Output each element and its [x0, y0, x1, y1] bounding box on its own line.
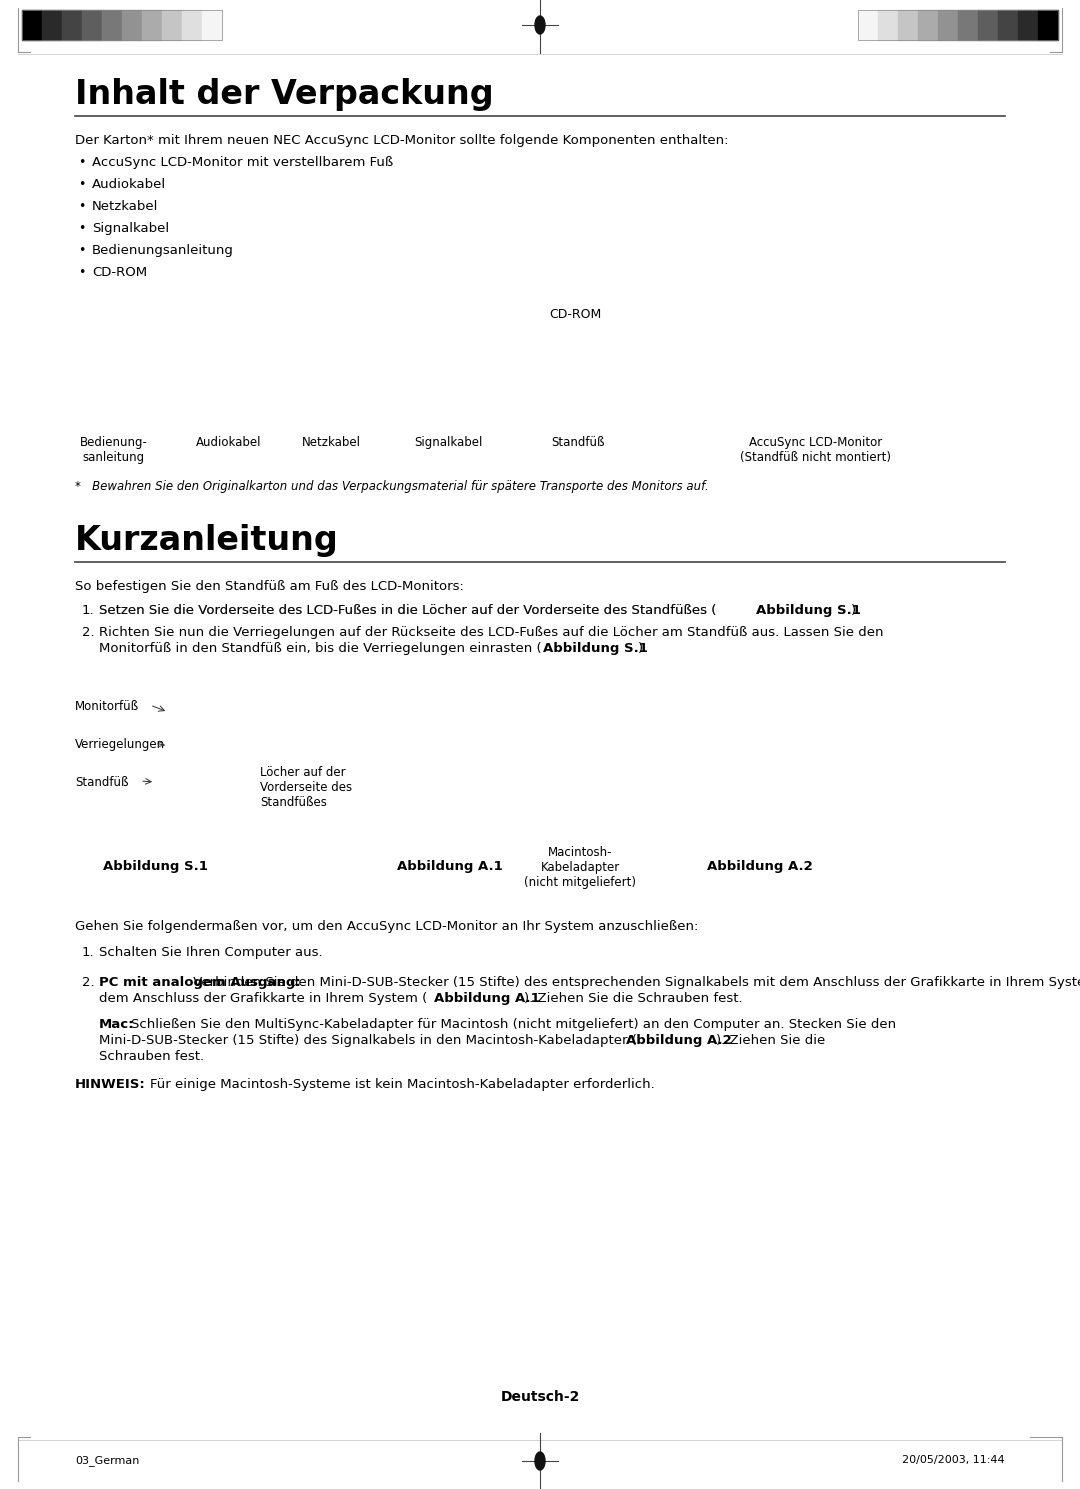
Bar: [42, 10, 62, 40]
Text: Abbildung A.2: Abbildung A.2: [707, 861, 813, 873]
Text: Macintosh-
Kabeladapter
(nicht mitgeliefert): Macintosh- Kabeladapter (nicht mitgelief…: [524, 846, 636, 889]
Text: •: •: [78, 179, 85, 191]
Bar: [1038, 10, 1058, 40]
Bar: [162, 10, 183, 40]
Text: Bedienungsanleitung: Bedienungsanleitung: [92, 244, 234, 258]
Bar: [122, 10, 141, 40]
Text: Löcher auf der
Vorderseite des
Standfüßes: Löcher auf der Vorderseite des Standfüße…: [260, 765, 352, 809]
Bar: [998, 10, 1018, 40]
Text: ).: ).: [851, 605, 861, 616]
Text: Verbinden Sie den Mini-D-SUB-Stecker (15 Stifte) des entsprechenden Signalkabels: Verbinden Sie den Mini-D-SUB-Stecker (15…: [189, 975, 1080, 989]
Bar: [141, 10, 162, 40]
Bar: [1018, 10, 1038, 40]
Bar: [958, 10, 978, 40]
Text: Abbildung A.1: Abbildung A.1: [397, 861, 503, 873]
Text: Standfüß: Standfüß: [551, 436, 605, 450]
Text: Audiokabel: Audiokabel: [92, 179, 166, 191]
Text: Monitorfüß: Monitorfüß: [75, 700, 139, 713]
Text: Abbildung A.1: Abbildung A.1: [434, 992, 540, 1005]
Text: Verriegelungen: Verriegelungen: [75, 739, 165, 750]
Text: 20/05/2003, 11:44: 20/05/2003, 11:44: [903, 1455, 1005, 1465]
Ellipse shape: [535, 1452, 545, 1470]
Text: Bedienung-
sanleitung: Bedienung- sanleitung: [80, 436, 147, 465]
Bar: [897, 10, 918, 40]
Text: 2: 2: [537, 1455, 543, 1465]
Text: ).: ).: [638, 642, 647, 655]
Text: 03_German: 03_German: [75, 1455, 139, 1465]
Text: Abbildung S.1: Abbildung S.1: [756, 605, 861, 616]
Text: AccuSync LCD-Monitor
(Standfüß nicht montiert): AccuSync LCD-Monitor (Standfüß nicht mon…: [740, 436, 891, 465]
Text: HINWEIS:: HINWEIS:: [75, 1078, 146, 1091]
Text: •: •: [78, 267, 85, 278]
Text: 2.: 2.: [82, 625, 95, 639]
Text: dem Anschluss der Grafikkarte in Ihrem System (: dem Anschluss der Grafikkarte in Ihrem S…: [99, 992, 428, 1005]
Bar: [878, 10, 897, 40]
Bar: [858, 10, 878, 40]
Bar: [918, 10, 939, 40]
Text: Signalkabel: Signalkabel: [414, 436, 483, 450]
Text: Netzkabel: Netzkabel: [92, 200, 159, 213]
Text: 1.: 1.: [82, 946, 95, 959]
Text: Schrauben fest.: Schrauben fest.: [99, 1050, 204, 1063]
Bar: [102, 10, 122, 40]
Text: 1.: 1.: [82, 605, 95, 616]
Text: Der Karton* mit Ihrem neuen NEC AccuSync LCD-Monitor sollte folgende Komponenten: Der Karton* mit Ihrem neuen NEC AccuSync…: [75, 134, 729, 147]
Text: •: •: [78, 156, 85, 168]
Text: AccuSync LCD-Monitor mit verstellbarem Fuß: AccuSync LCD-Monitor mit verstellbarem F…: [92, 156, 393, 168]
Text: •: •: [78, 200, 85, 213]
Text: Netzkabel: Netzkabel: [302, 436, 361, 450]
Bar: [22, 10, 42, 40]
Text: 2.: 2.: [82, 975, 95, 989]
Text: Schalten Sie Ihren Computer aus.: Schalten Sie Ihren Computer aus.: [99, 946, 323, 959]
Text: CD-ROM: CD-ROM: [549, 308, 602, 322]
Text: Standfüß: Standfüß: [75, 776, 129, 789]
Text: •: •: [78, 222, 85, 235]
Text: Signalkabel: Signalkabel: [92, 222, 170, 235]
Bar: [202, 10, 222, 40]
Text: Mac:: Mac:: [99, 1018, 135, 1030]
Text: So befestigen Sie den Standfüß am Fuß des LCD-Monitors:: So befestigen Sie den Standfüß am Fuß de…: [75, 581, 464, 593]
Text: Schließen Sie den MultiSync-Kabeladapter für Macintosh (nicht mitgeliefert) an d: Schließen Sie den MultiSync-Kabeladapter…: [131, 1018, 896, 1030]
Bar: [183, 10, 202, 40]
Text: PC mit analogem Ausgang:: PC mit analogem Ausgang:: [99, 975, 300, 989]
Text: Mini-D-SUB-Stecker (15 Stifte) des Signalkabels in den Macintosh-Kabeladapter (: Mini-D-SUB-Stecker (15 Stifte) des Signa…: [99, 1033, 637, 1047]
Text: Gehen Sie folgendermaßen vor, um den AccuSync LCD-Monitor an Ihr System anzuschl: Gehen Sie folgendermaßen vor, um den Acc…: [75, 920, 699, 934]
Text: Setzen Sie die Vorderseite des LCD-Fußes in die Löcher auf der Vorderseite des S: Setzen Sie die Vorderseite des LCD-Fußes…: [99, 605, 726, 616]
Bar: [82, 10, 102, 40]
Bar: [858, 10, 1058, 40]
Text: ). Ziehen Sie die Schrauben fest.: ). Ziehen Sie die Schrauben fest.: [524, 992, 743, 1005]
Bar: [939, 10, 958, 40]
Text: Monitorfüß in den Standfüß ein, bis die Verriegelungen einrasten (: Monitorfüß in den Standfüß ein, bis die …: [99, 642, 542, 655]
Text: ). Ziehen Sie die: ). Ziehen Sie die: [716, 1033, 825, 1047]
Bar: [22, 10, 222, 40]
Text: Richten Sie nun die Verriegelungen auf der Rückseite des LCD-Fußes auf die Löche: Richten Sie nun die Verriegelungen auf d…: [99, 625, 883, 639]
Text: *   Bewahren Sie den Originalkarton und das Verpackungsmaterial für spätere Tran: * Bewahren Sie den Originalkarton und da…: [75, 479, 708, 493]
Text: •: •: [78, 244, 85, 258]
Ellipse shape: [535, 16, 545, 34]
Bar: [62, 10, 82, 40]
Text: Deutsch-2: Deutsch-2: [500, 1391, 580, 1404]
Bar: [978, 10, 998, 40]
Text: CD-ROM: CD-ROM: [92, 267, 147, 278]
Text: Für einige Macintosh-Systeme ist kein Macintosh-Kabeladapter erforderlich.: Für einige Macintosh-Systeme ist kein Ma…: [133, 1078, 654, 1091]
Text: Abbildung S.1: Abbildung S.1: [543, 642, 648, 655]
Text: Audiokabel: Audiokabel: [197, 436, 261, 450]
Text: Abbildung S.1: Abbildung S.1: [103, 861, 207, 873]
Text: Setzen Sie die Vorderseite des LCD-Fußes in die Löcher auf der Vorderseite des S: Setzen Sie die Vorderseite des LCD-Fußes…: [99, 605, 716, 616]
Text: Kurzanleitung: Kurzanleitung: [75, 524, 339, 557]
Text: Setzen Sie die Vorderseite des LCD-Fußes in die Löcher auf der Vorderseite des S: Setzen Sie die Vorderseite des LCD-Fußes…: [99, 605, 716, 616]
Text: Abbildung A.2: Abbildung A.2: [626, 1033, 732, 1047]
Text: Inhalt der Verpackung: Inhalt der Verpackung: [75, 77, 494, 112]
